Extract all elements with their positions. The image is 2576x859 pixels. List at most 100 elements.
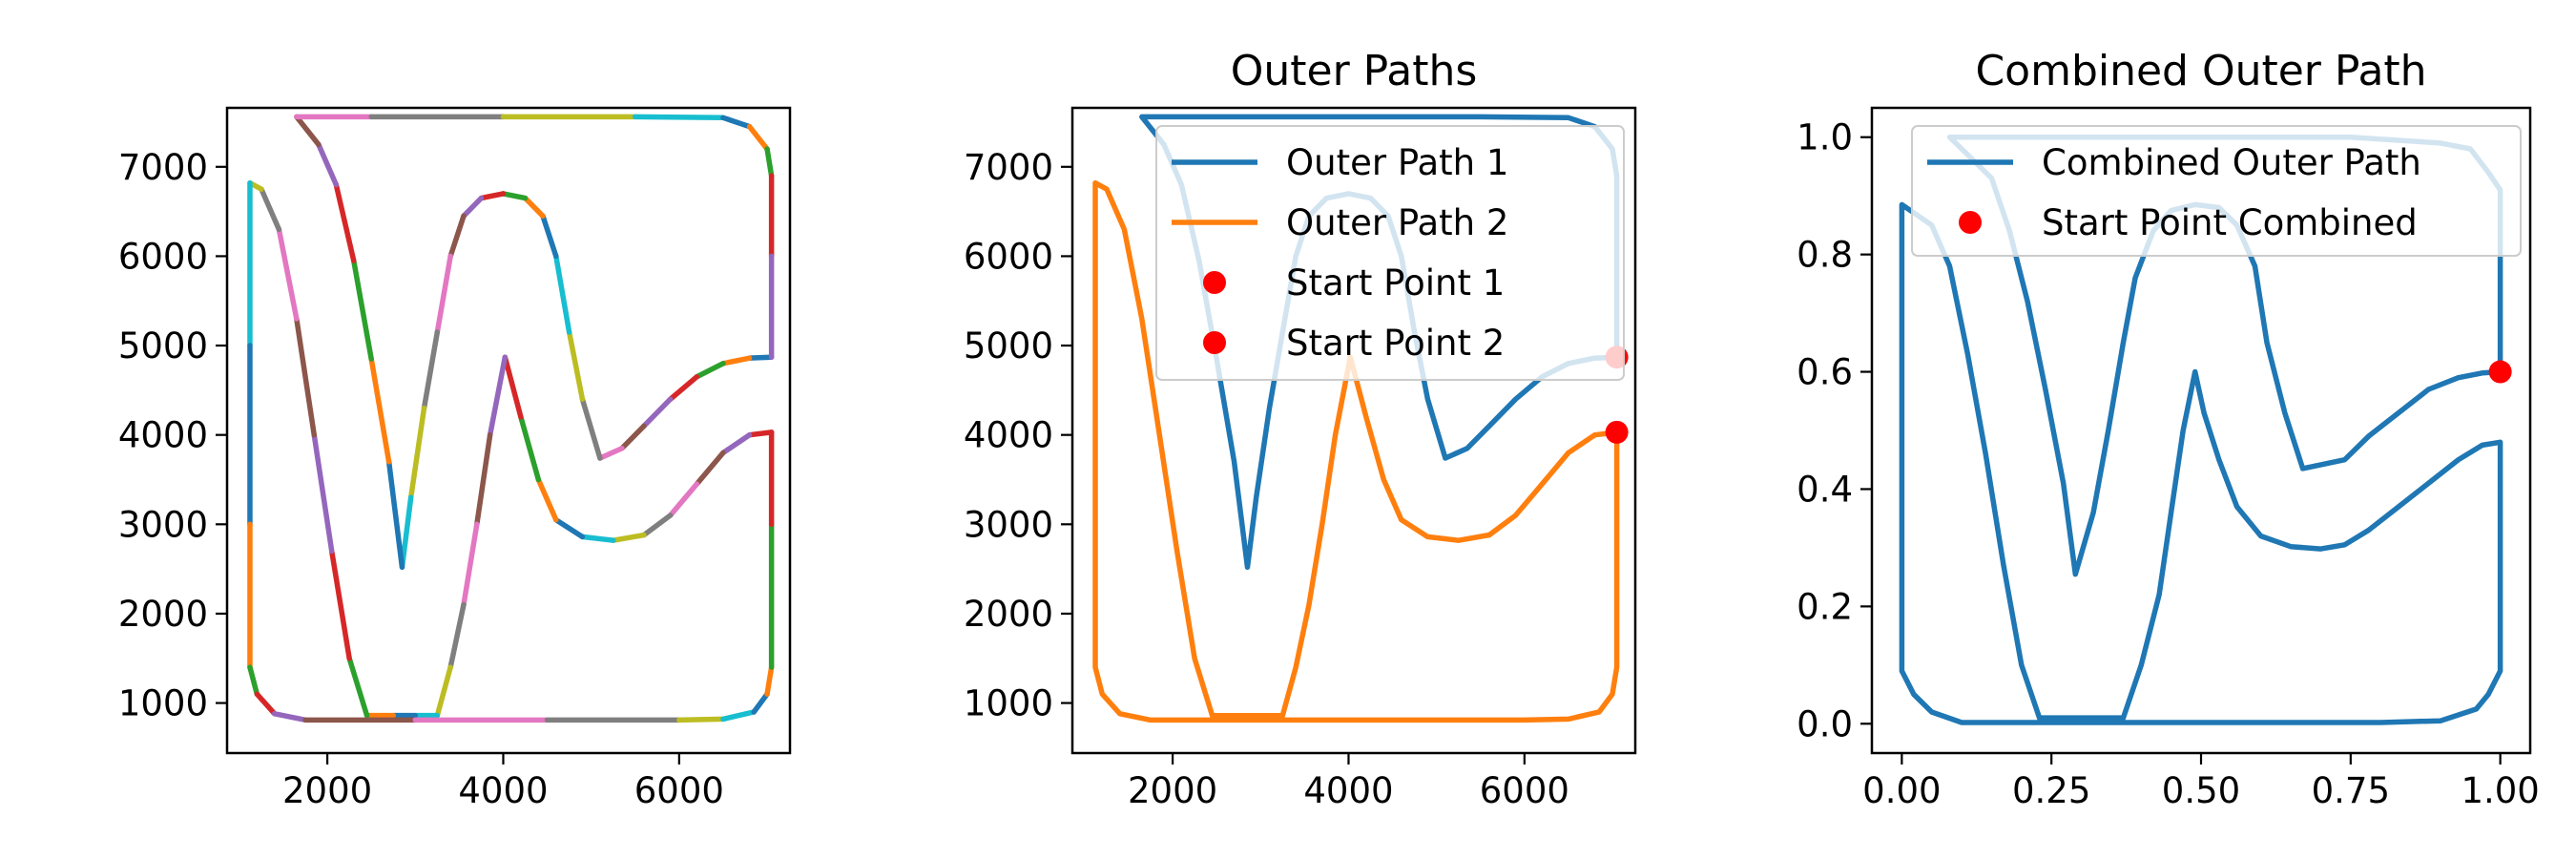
plot-area: [247, 114, 775, 723]
path-segment: [294, 316, 318, 438]
path-segment: [566, 329, 586, 402]
legend-label: Outer Path 1: [1286, 142, 1508, 183]
y-tick-label: 7000: [118, 147, 208, 188]
path-segment: [764, 146, 775, 178]
path-segment: [764, 664, 775, 697]
path-segment: [720, 355, 753, 367]
path-segment: [259, 186, 282, 233]
path-segment: [276, 226, 300, 322]
y-tick-label: 5000: [964, 325, 1053, 367]
x-tick-label: 4000: [458, 770, 548, 811]
path-segment: [676, 716, 726, 723]
path-segment: [553, 253, 572, 335]
path-segment: [720, 709, 757, 723]
path-segment: [518, 414, 542, 483]
axes-frame: [1070, 106, 1637, 755]
path-segment: [579, 396, 603, 461]
y-tick-label: 1.0: [1797, 117, 1853, 158]
legend-box: [1155, 125, 1625, 381]
chart-panels: 2000 4000 6000 1000 2000 3000 4000 5000 6000 7000…: [118, 47, 2540, 811]
path-segment: [421, 329, 441, 411]
series-line: [1899, 201, 2503, 725]
legend-label: Start Point 1: [1286, 262, 1505, 304]
path-segment: [720, 115, 753, 130]
legend-box: [1911, 125, 2522, 257]
legend-label: Start Point 2: [1286, 323, 1505, 364]
y-tick-label: 0.0: [1797, 703, 1853, 744]
path-segment: [746, 123, 770, 152]
path-segment: [619, 423, 647, 451]
path-segment: [553, 516, 586, 540]
path-segment: [447, 601, 467, 670]
path-segment: [633, 114, 726, 121]
y-tick-label: 0.4: [1797, 469, 1853, 510]
legend-label: Combined Outer Path: [2042, 142, 2421, 183]
path-segment: [597, 445, 625, 461]
path-segment: [474, 431, 493, 528]
path-segment: [720, 431, 753, 456]
x-tick-label: 0.00: [1862, 770, 1941, 811]
y-tick-label: 4000: [118, 415, 208, 456]
y-tick-label: 1000: [964, 683, 1053, 724]
path-segment: [254, 691, 278, 717]
path-segment: [694, 450, 726, 487]
path-segment: [487, 354, 509, 438]
legend: Combined Outer Path Start Point Combined: [1911, 125, 2522, 257]
y-tick-label: 5000: [118, 325, 208, 367]
path-segment: [667, 481, 700, 518]
x-tick-label: 0.75: [2312, 770, 2390, 811]
legend-label: Outer Path 2: [1286, 202, 1508, 243]
path-segment: [535, 476, 559, 523]
x-tick-label: 0.50: [2162, 770, 2240, 811]
legend-label: Start Point Combined: [2042, 202, 2418, 243]
path-segment: [328, 548, 352, 661]
chart-panel-2: 2000 4000 6000 1000 2000 3000 4000 5000 6000 7000…: [964, 47, 1637, 811]
x-tick-label: 0.25: [2012, 770, 2090, 811]
path-segment: [641, 396, 674, 430]
chart-panel-3: 0.00 0.25 0.50 0.75 1.00 0.0 0.2 0.4 0.6 0.8 1.0 Co…: [1797, 47, 2540, 811]
path-segment: [351, 258, 374, 362]
start-point-marker: [1605, 420, 1629, 444]
legend: Outer Path 1 Outer Path 2 Start Point 1 Sta…: [1155, 125, 1625, 381]
path-segment: [540, 213, 559, 260]
x-tick-label: 4000: [1303, 770, 1393, 811]
y-tick-label: 6000: [964, 236, 1053, 277]
path-segment: [610, 532, 647, 543]
path-segment: [746, 354, 775, 361]
path-segment: [522, 195, 546, 220]
chart-title: Outer Paths: [1231, 47, 1478, 95]
axes-frame: [225, 106, 792, 755]
y-tick-label: 1000: [118, 683, 208, 724]
path-segment: [434, 664, 453, 719]
path-segment: [461, 521, 480, 608]
y-tick-label: 4000: [964, 415, 1053, 456]
path-segment: [579, 534, 616, 543]
path-segment: [478, 191, 507, 201]
path-segment: [311, 431, 335, 555]
x-tick-label: 2000: [282, 770, 372, 811]
path-segment: [294, 114, 322, 148]
chart-title: Combined Outer Path: [1975, 47, 2426, 95]
path-segment: [346, 656, 370, 719]
y-tick-label: 0.6: [1797, 352, 1853, 393]
path-segment: [694, 361, 726, 380]
path-segment: [751, 691, 770, 715]
path-segment: [500, 191, 529, 201]
x-tick-label: 6000: [1480, 770, 1569, 811]
y-tick-label: 7000: [964, 147, 1053, 188]
series-line: [1092, 179, 1620, 723]
path-segment: [447, 213, 467, 260]
path-segment: [247, 664, 260, 697]
path-segment: [502, 354, 524, 420]
start-point-marker: [2488, 360, 2512, 384]
path-segment: [272, 711, 308, 723]
x-tick-label: 6000: [634, 770, 724, 811]
path-segment: [399, 494, 414, 571]
path-segment: [333, 181, 357, 263]
y-tick-label: 2000: [964, 594, 1053, 635]
y-tick-label: 0.8: [1797, 235, 1853, 276]
legend-marker: [1203, 331, 1226, 354]
y-tick-label: 2000: [118, 594, 208, 635]
y-tick-label: 3000: [118, 504, 208, 545]
